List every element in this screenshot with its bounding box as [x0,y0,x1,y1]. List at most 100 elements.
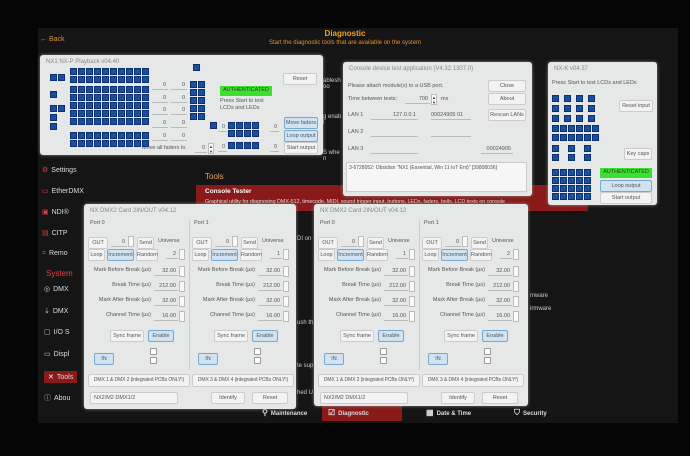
led-button[interactable] [102,110,109,117]
rescan-lans-button[interactable]: Rescan LANs [488,109,526,121]
led-button[interactable] [126,118,133,125]
led-button[interactable] [50,74,57,81]
close-button[interactable]: Close [488,80,526,92]
reset-button[interactable]: Reset [283,73,317,85]
led-button[interactable] [126,132,133,139]
led-button[interactable] [560,134,567,141]
led-button[interactable] [584,134,591,141]
channel-value-input[interactable]: 0 [445,237,461,247]
loop-button[interactable]: Loop [422,249,439,261]
led-button[interactable] [560,193,567,200]
increment-button[interactable]: Increment [337,249,364,261]
led-button[interactable] [134,132,141,139]
device-name-field[interactable]: NX2/M2 DMX1/2 [320,392,408,404]
reset-button[interactable]: Reset [252,392,288,404]
led-button[interactable] [552,134,559,141]
led-button[interactable] [198,105,205,112]
fader-value[interactable]: 0 [152,105,168,115]
sidebar-item-settings[interactable]: ⚙ Settings [42,166,77,174]
log-area[interactable]: 3-6728052: Obsidian "NX1 (Essential, Win… [346,162,527,192]
bt-input[interactable]: 212.00 [258,281,282,291]
fader-value[interactable]: 0 [171,80,187,90]
led-button[interactable] [86,102,93,109]
universe-spinner[interactable] [409,249,415,260]
led-button[interactable] [584,169,591,176]
ct-spinner[interactable] [179,311,185,322]
fader-value[interactable]: 0 [270,122,279,132]
mbb-input[interactable]: 32.00 [384,266,408,276]
bottom-nav-datetime[interactable]: ▦ Date & Time [420,403,477,421]
sidebar-item-abou[interactable]: ⓘ Abou [44,393,70,403]
sidebar-item-displ[interactable]: ▭ Displ [44,350,69,358]
random-button[interactable]: Random [470,249,492,261]
loop-button[interactable]: Loop [192,249,209,261]
led-button[interactable] [552,154,559,161]
mbb-input[interactable]: 32.00 [154,266,178,276]
bt-spinner[interactable] [409,281,415,292]
random-button[interactable]: Random [366,249,388,261]
bt-spinner[interactable] [513,281,519,292]
channel-value-input[interactable]: 0 [215,237,231,247]
fader-value[interactable]: 0 [218,122,227,132]
led-button[interactable] [236,142,243,149]
channel-spinner[interactable] [462,236,468,247]
channel-spinner[interactable] [232,236,238,247]
in-button[interactable]: IN [94,353,114,365]
sync-frame-button[interactable]: Sync frame [444,330,478,342]
led-button[interactable] [560,169,567,176]
in-button[interactable]: IN [428,353,448,365]
enable-button[interactable]: Enable [252,330,278,342]
led-button[interactable] [584,185,591,192]
sync-frame-button[interactable]: Sync frame [110,330,144,342]
led-button[interactable] [552,169,559,176]
universe-spinner[interactable] [179,249,185,260]
lan-serial-field[interactable] [431,127,471,137]
sidebar-item-dmx[interactable]: ⇣ DMX [44,307,68,315]
led-button[interactable] [584,193,591,200]
input-checkbox[interactable] [380,348,387,355]
led-button[interactable] [50,105,57,112]
led-button[interactable] [110,132,117,139]
led-button[interactable] [252,142,259,149]
reset-input-button[interactable]: Reset input [619,100,653,112]
fader-value[interactable]: 0 [152,131,168,141]
led-button[interactable] [584,154,591,161]
led-button[interactable] [210,122,217,129]
out-button[interactable]: OUT [88,237,108,249]
led-button[interactable] [102,118,109,125]
led-button[interactable] [118,110,125,117]
universe-spinner[interactable] [283,249,289,260]
lan-ip-field[interactable] [371,127,418,137]
led-button[interactable] [568,193,575,200]
led-button[interactable] [552,95,559,102]
led-button[interactable] [142,118,149,125]
led-button[interactable] [94,94,101,101]
universe-input[interactable]: 1 [396,249,408,259]
ct-input[interactable]: 16.00 [488,311,512,321]
led-button[interactable] [118,68,125,75]
fader-value[interactable]: 0 [270,142,279,152]
led-button[interactable] [568,154,575,161]
led-button[interactable] [126,102,133,109]
start-output-button[interactable]: Start output [284,142,318,154]
led-button[interactable] [244,122,251,129]
led-button[interactable] [584,177,591,184]
bottom-nav-security[interactable]: ⛉ Security [508,403,553,421]
led-button[interactable] [576,105,583,112]
led-button[interactable] [118,102,125,109]
bt-spinner[interactable] [179,281,185,292]
led-button[interactable] [78,118,85,125]
led-button[interactable] [110,118,117,125]
sync-frame-button[interactable]: Sync frame [340,330,374,342]
led-button[interactable] [142,140,149,147]
input-checkbox[interactable] [380,357,387,364]
in-button[interactable]: IN [198,353,218,365]
led-button[interactable] [576,193,583,200]
led-button[interactable] [134,94,141,101]
universe-input[interactable]: 2 [500,249,512,259]
bt-input[interactable]: 212.00 [384,281,408,291]
led-button[interactable] [78,140,85,147]
led-button[interactable] [118,86,125,93]
led-button[interactable] [592,125,599,132]
led-button[interactable] [592,134,599,141]
